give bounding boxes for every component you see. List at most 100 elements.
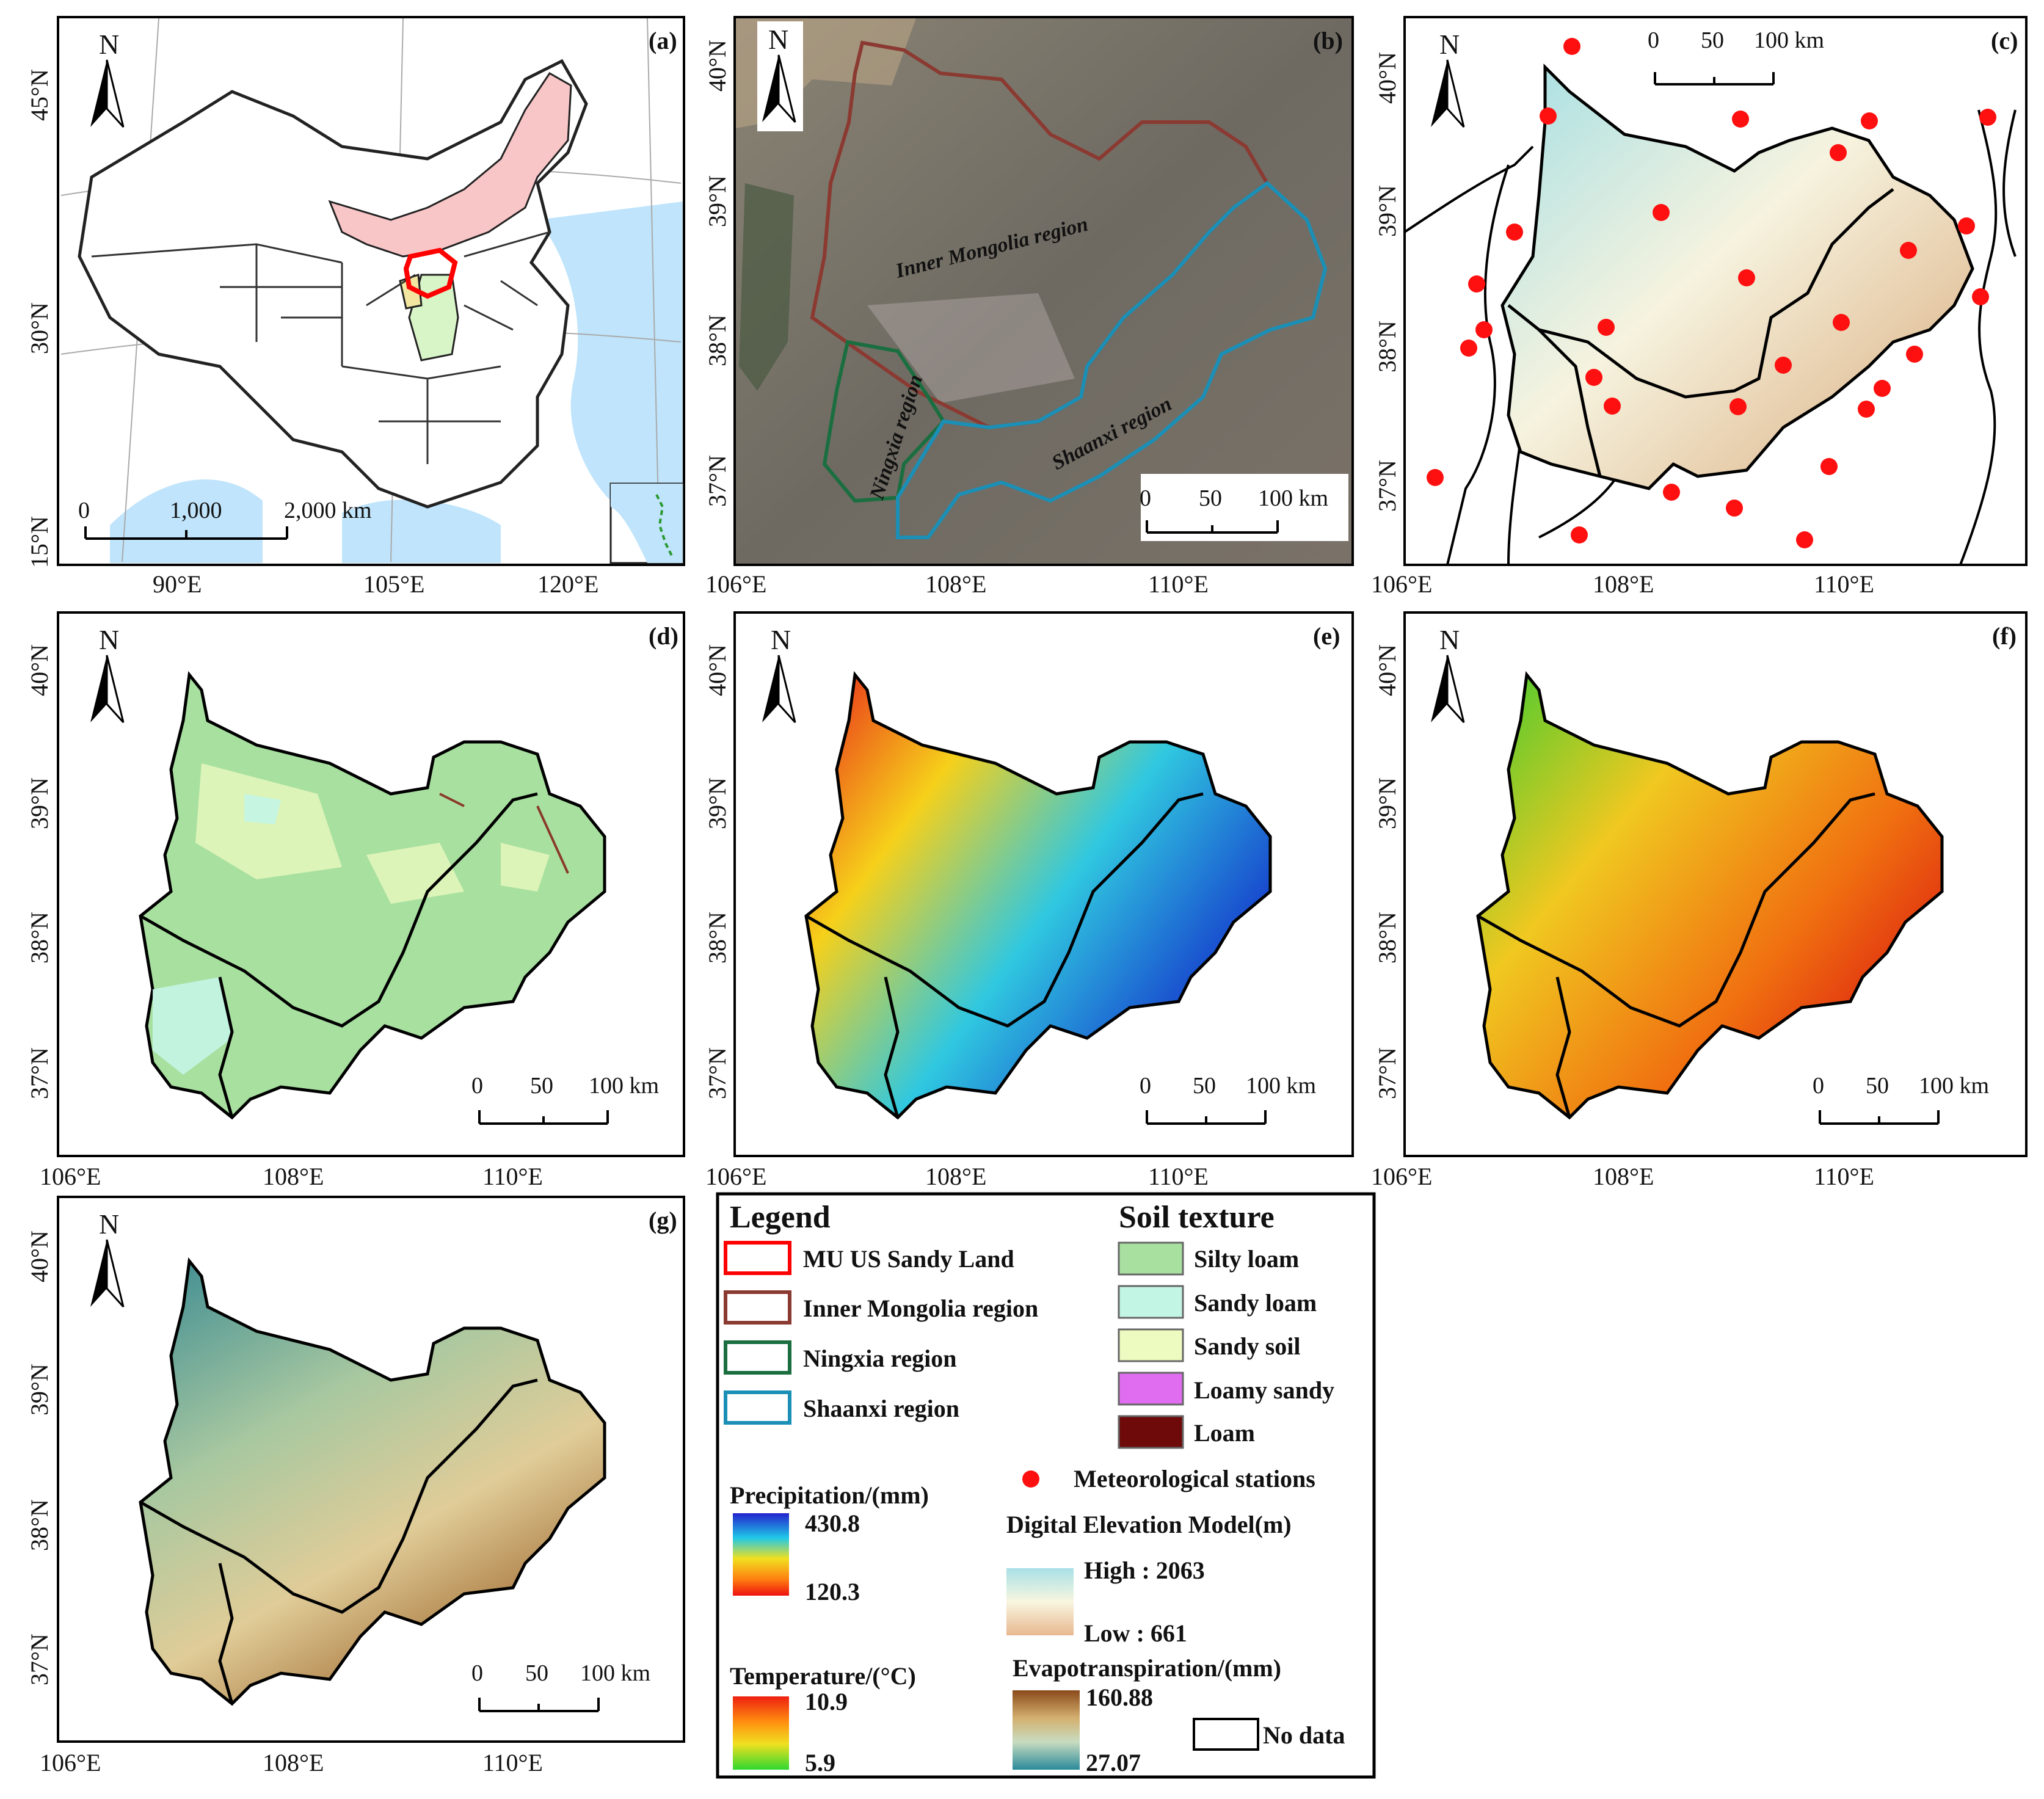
- lon-tick: 110°E: [482, 1163, 543, 1190]
- lon-tick: 108°E: [1593, 1163, 1654, 1190]
- legend-swatch-sandy-loam: [1118, 1285, 1184, 1319]
- temperature-title: Temperature/(°C): [730, 1662, 916, 1690]
- legend-label-no-data: No data: [1263, 1721, 1345, 1749]
- legend-label-inner-mongolia: Inner Mongolia region: [803, 1295, 1038, 1322]
- lon-ticks-c: 106°E 108°E 110°E: [1371, 570, 1874, 598]
- south-sea-area: [110, 479, 263, 563]
- north-arrow-icon: [90, 60, 107, 127]
- meteorological-stations: [1427, 38, 1996, 548]
- panel-label: (f): [1992, 622, 2017, 650]
- dem-title: Digital Elevation Model(m): [1006, 1511, 1292, 1538]
- station-marker: [1427, 469, 1444, 486]
- scale-label-1: 50: [530, 1073, 553, 1099]
- panel-label: (e): [1313, 622, 1340, 650]
- station-marker: [1732, 111, 1749, 128]
- lon-tick: 106°E: [705, 1163, 766, 1190]
- lon-tick: 110°E: [482, 1749, 543, 1776]
- lat-tick: 38°N: [26, 912, 53, 964]
- scale-label-2: 100 km: [1919, 1073, 1989, 1099]
- scale-label-2: 100 km: [580, 1660, 650, 1686]
- scale-bg: [1141, 474, 1348, 541]
- region-boundary-lines: [139, 792, 538, 1118]
- north-arrow-label: N: [99, 624, 119, 655]
- lon-tick: 110°E: [1814, 570, 1874, 598]
- lon-tick: 110°E: [1148, 1163, 1209, 1190]
- station-marker: [1796, 531, 1813, 548]
- lat-tick: 40°N: [704, 40, 731, 92]
- sandy-loam-patches: [153, 794, 281, 1075]
- legend: Legend MU US Sandy Land Inner Mongolia r…: [716, 1192, 1376, 1779]
- station-marker: [1506, 224, 1523, 241]
- lon-ticks-b: 106°E 108°E 110°E: [705, 570, 1209, 598]
- soil-texture-title: Soil texture: [1119, 1200, 1275, 1235]
- scale-label-2: 100 km: [1754, 27, 1824, 53]
- panel-g: N (g) 0 50 100 km 40°N 39°N 38°N 37°N 10…: [26, 1196, 685, 1776]
- lat-ticks-f: 40°N 39°N 38°N 37°N: [1373, 644, 1401, 1099]
- legend-label-stations: Meteorological stations: [1074, 1465, 1315, 1492]
- scale-label-0: 0: [1140, 485, 1151, 511]
- north-arrow-label: N: [99, 1208, 119, 1240]
- study-area-evapotranspiration: [139, 1257, 606, 1706]
- scale-label-1: 50: [525, 1660, 548, 1686]
- lat-tick: 37°N: [26, 1634, 53, 1685]
- inset-sea: [611, 484, 683, 563]
- sandy-soil-patches: [195, 763, 550, 904]
- legend-frame: [716, 1192, 1376, 1779]
- inset-islands: [655, 494, 673, 556]
- lat-ticks-c: 40°N 39°N 38°N 37°N: [1373, 52, 1401, 512]
- north-arrow-icon: [90, 655, 107, 722]
- lon-tick: 110°E: [1814, 1163, 1874, 1190]
- legend-title: Legend: [730, 1200, 831, 1235]
- north-arrow-icon: [90, 1240, 107, 1307]
- legend-swatch-no-data: [1193, 1718, 1259, 1751]
- legend-swatch-loamy-sandy: [1118, 1372, 1184, 1406]
- legend-label-silty-loam: Silty loam: [1194, 1245, 1299, 1273]
- scale-label-1: 1,000: [170, 498, 222, 523]
- scale-bar: [84, 526, 288, 540]
- lon-tick: 108°E: [925, 570, 986, 598]
- scale-bar: [1146, 520, 1279, 534]
- region-boundary-lines: [1507, 188, 1894, 477]
- lon-tick: 108°E: [263, 1749, 324, 1776]
- station-marker: [1571, 526, 1588, 543]
- lat-tick: 45°N: [26, 69, 53, 121]
- evapotranspiration-title: Evapotranspiration/(mm): [1013, 1654, 1281, 1682]
- lon-tick: 105°E: [363, 570, 424, 598]
- lat-tick: 38°N: [704, 912, 731, 964]
- station-marker: [1830, 144, 1847, 161]
- legend-swatch-ningxia: [724, 1340, 791, 1375]
- panel-label: (g): [649, 1207, 677, 1234]
- panel-f: N (f) 0 50 100 km 40°N 39°N 38°N 37°N 10…: [1371, 611, 2028, 1190]
- shaanxi-region-outline: [896, 181, 1328, 539]
- lat-tick: 40°N: [26, 644, 53, 696]
- station-marker: [1729, 398, 1747, 415]
- evapotranspiration-high: 160.88: [1086, 1684, 1153, 1711]
- station-marker: [1972, 288, 1989, 305]
- station-marker: [1906, 346, 1923, 363]
- station-marker: [1604, 398, 1621, 415]
- scale-label-1: 50: [1866, 1073, 1889, 1099]
- temperature-ramp: [733, 1696, 789, 1770]
- legend-swatch-silty-loam: [1118, 1241, 1184, 1276]
- scale-label-0: 0: [1648, 27, 1659, 53]
- legend-label-loamy-sandy: Loamy sandy: [1194, 1376, 1334, 1404]
- north-arrow-half: [106, 59, 125, 128]
- precipitation-low: 120.3: [805, 1578, 860, 1605]
- lon-tick: 106°E: [1371, 1163, 1432, 1190]
- scale-label-1: 50: [1199, 485, 1222, 511]
- north-arrow-label: N: [1439, 624, 1460, 655]
- region-boundary-lines: [805, 792, 1204, 1118]
- panel-b: Inner Mongolia region Ningxia region Sha…: [704, 16, 1354, 598]
- evapotranspiration-low: 27.07: [1086, 1749, 1141, 1776]
- lat-tick: 40°N: [1373, 52, 1401, 104]
- precipitation-title: Precipitation/(mm): [730, 1481, 929, 1509]
- lon-tick: 108°E: [263, 1163, 324, 1190]
- station-marker: [1861, 112, 1878, 129]
- lat-tick: 37°N: [704, 455, 731, 507]
- lat-ticks-e: 40°N 39°N 38°N 37°N: [704, 644, 731, 1099]
- lon-tick: 108°E: [1593, 570, 1654, 598]
- panel-d: N (d) 0 50 100 km 40°N 39°N 38°N 37°N 10…: [26, 611, 685, 1190]
- temperature-high: 10.9: [805, 1688, 848, 1715]
- station-marker: [1858, 401, 1875, 418]
